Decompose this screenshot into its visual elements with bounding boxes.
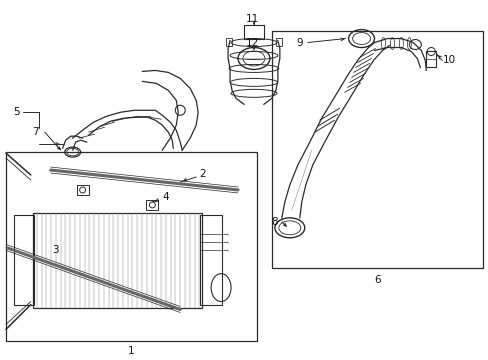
Bar [77, 185, 88, 195]
Text: 9: 9 [296, 37, 303, 48]
Text: 11: 11 [245, 14, 258, 24]
Bar [275, 37, 281, 45]
Text: 5: 5 [14, 107, 20, 117]
Text: 7: 7 [32, 127, 39, 137]
Bar [146, 200, 158, 210]
Bar [244, 24, 264, 39]
Bar [14, 215, 34, 305]
Text: 1: 1 [128, 346, 135, 356]
Bar [426, 51, 435, 67]
Bar [33, 213, 202, 307]
Text: 6: 6 [373, 275, 380, 285]
Text: 4: 4 [162, 192, 168, 202]
Bar [6, 152, 256, 341]
Text: 3: 3 [52, 245, 59, 255]
Text: 10: 10 [442, 55, 455, 66]
Bar [271, 31, 482, 268]
Text: 2: 2 [199, 169, 205, 179]
Text: 12: 12 [245, 37, 258, 48]
Text: 8: 8 [271, 217, 278, 227]
Bar [200, 215, 222, 305]
Bar [225, 37, 232, 45]
